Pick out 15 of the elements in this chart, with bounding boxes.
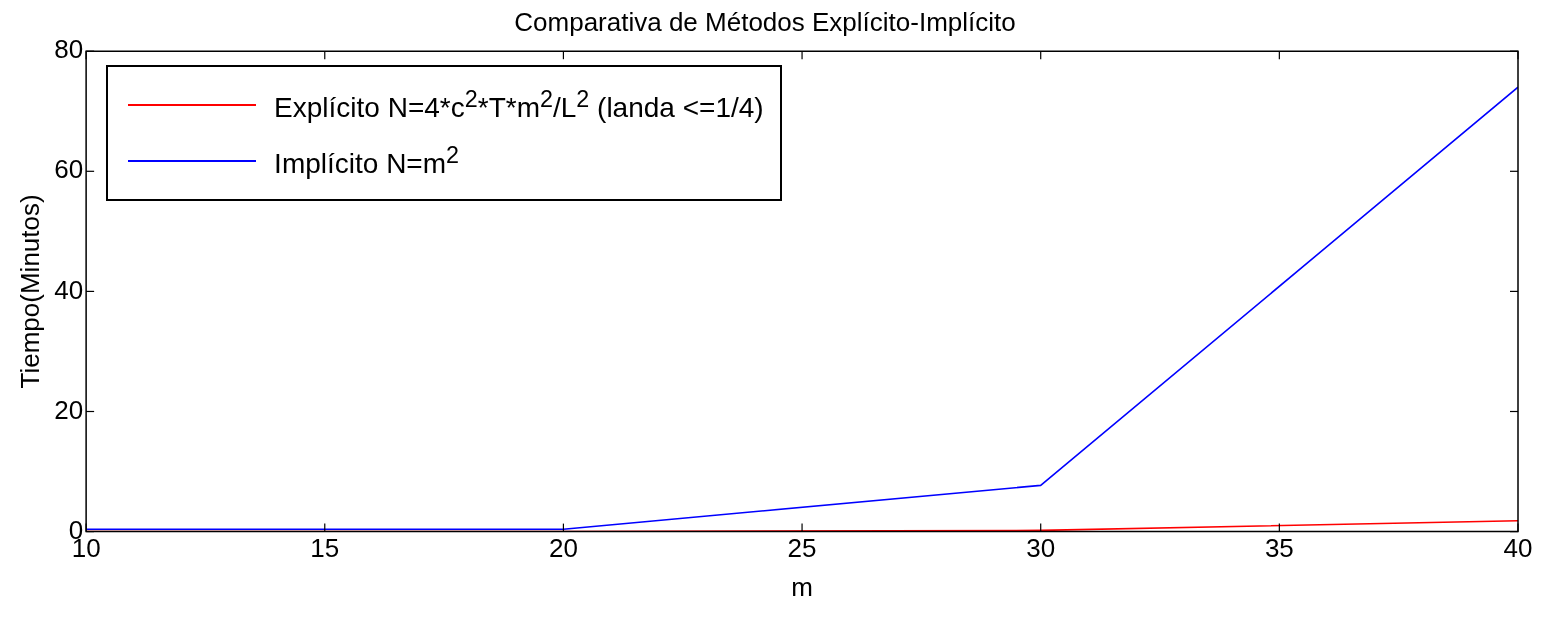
legend-label: Implícito N=m$^{2}$	[274, 142, 460, 181]
y-tick-label: 40	[54, 274, 84, 305]
x-tick-label: 20	[548, 533, 578, 564]
x-tick-label: 30	[1026, 533, 1056, 564]
x-tick-label: 40	[1503, 533, 1533, 564]
y-tick-label: 20	[54, 394, 84, 425]
y-tick-label: 60	[54, 154, 84, 185]
legend-label: Explícito N=4*c$^{2}$*T*m$^{2}$/L$^{2}$ (landa <=1/4)	[274, 86, 764, 125]
chart-title: Comparativa de Métodos Explícito-Implícito	[514, 6, 1016, 37]
x-tick-label: 35	[1264, 533, 1294, 564]
x-axis-title: m	[791, 571, 813, 602]
x-tick-label: 25	[787, 533, 817, 564]
y-tick-label: 80	[54, 34, 84, 65]
x-tick-label: 15	[310, 533, 340, 564]
y-axis-title: Tiempo(Minutos)	[14, 194, 45, 389]
